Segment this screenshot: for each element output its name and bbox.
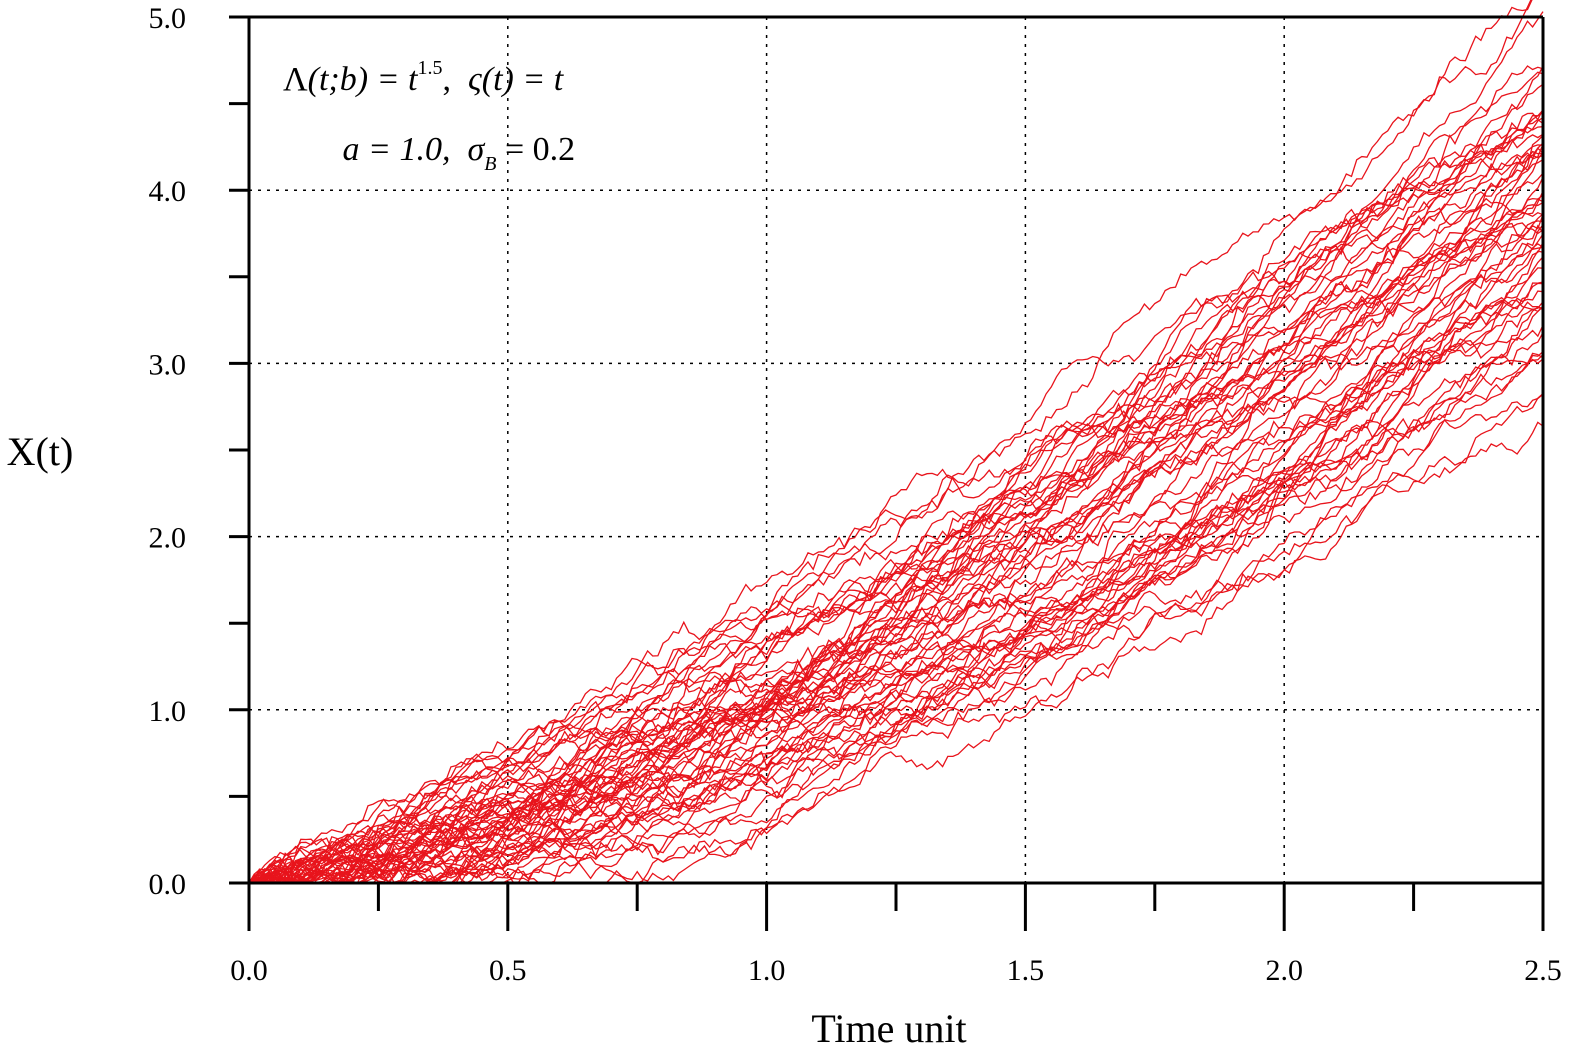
series-path-23 <box>249 126 1544 884</box>
series-path-27 <box>248 147 1544 884</box>
y-tick-label-4: 4.0 <box>149 175 187 208</box>
series-path-51 <box>249 358 1544 884</box>
axes-frame <box>247 15 1545 931</box>
series-path-52 <box>249 281 1544 884</box>
x-tick-label-5: 2.5 <box>1524 954 1562 987</box>
annotation-sigma-sub: B <box>484 153 496 175</box>
series-path-42 <box>248 352 1544 884</box>
series-path-9 <box>248 133 1544 884</box>
series-group <box>248 0 1544 885</box>
series-path-54 <box>249 299 1544 884</box>
x-tick-label-1: 0.5 <box>489 954 527 987</box>
y-tick-label-1: 1.0 <box>149 695 187 728</box>
series-path-39 <box>248 190 1544 884</box>
series-path-28 <box>248 242 1544 884</box>
annotation-line-2: a = 1.0, σB = 0.2 <box>300 131 601 175</box>
x-tick-label-2: 1.0 <box>748 954 786 987</box>
series-path-59 <box>248 135 1544 885</box>
series-path-8 <box>248 111 1544 884</box>
series-path-33 <box>248 108 1544 884</box>
x-axis-title: Time unit <box>811 1006 966 1051</box>
series-path-48 <box>248 172 1544 884</box>
x-tick-label-0: 0.0 <box>230 954 268 987</box>
annotation-lambda: Λ <box>283 61 308 98</box>
annotation-exponent: 1.5 <box>417 57 442 79</box>
series-path-46 <box>248 71 1544 885</box>
series-path-17 <box>248 112 1544 884</box>
series-path-24 <box>249 159 1544 884</box>
series-path-38 <box>249 393 1544 884</box>
series-path-34 <box>249 306 1544 884</box>
series-path-11 <box>248 243 1544 884</box>
series-path-45 <box>249 213 1544 884</box>
y-tick-label-2: 2.0 <box>149 522 187 555</box>
series-path-41 <box>248 222 1544 884</box>
series-path-56 <box>249 233 1544 884</box>
y-tick-labels: 0.0 1.0 2.0 3.0 4.0 5.0 <box>149 2 187 901</box>
series-path-2 <box>249 116 1544 884</box>
x-tick-labels: 0.0 0.5 1.0 1.5 2.0 2.5 <box>230 954 1562 987</box>
y-tick-label-3: 3.0 <box>149 348 187 381</box>
series-path-36 <box>249 211 1544 884</box>
grid-lines <box>249 17 1543 883</box>
annotation-sep: , <box>442 61 468 98</box>
annotation-sigma-val: = 0.2 <box>496 131 575 168</box>
tick-marks <box>229 15 1545 931</box>
series-path-20 <box>248 290 1544 884</box>
y-tick-label-0: 0.0 <box>149 868 187 901</box>
series-path-40 <box>248 143 1544 884</box>
series-path-57 <box>248 242 1544 884</box>
series-path-49 <box>248 142 1544 884</box>
annotation-lambda-args: (t;b) = t <box>308 61 419 98</box>
series-path-58 <box>249 83 1544 884</box>
y-tick-label-5: 5.0 <box>149 2 187 35</box>
series-path-3 <box>249 176 1544 884</box>
x-tick-label-4: 2.0 <box>1265 954 1303 987</box>
annotation-line-1: Λ(t;b) = t1.5, ς(t) = t <box>283 57 565 98</box>
series-path-25 <box>249 144 1544 884</box>
y-axis-title: X(t) <box>7 429 74 474</box>
annotation-a: a = 1.0, <box>343 131 468 168</box>
annotation-sigma: σ <box>467 131 485 168</box>
annotation-zeta: ς(t) = t <box>468 61 565 98</box>
series-path-26 <box>248 65 1544 885</box>
series-path-53 <box>248 0 1532 884</box>
series-path-37 <box>248 65 1544 884</box>
series-path-19 <box>248 324 1544 884</box>
series-path-55 <box>249 332 1544 884</box>
x-tick-label-3: 1.5 <box>1007 954 1045 987</box>
